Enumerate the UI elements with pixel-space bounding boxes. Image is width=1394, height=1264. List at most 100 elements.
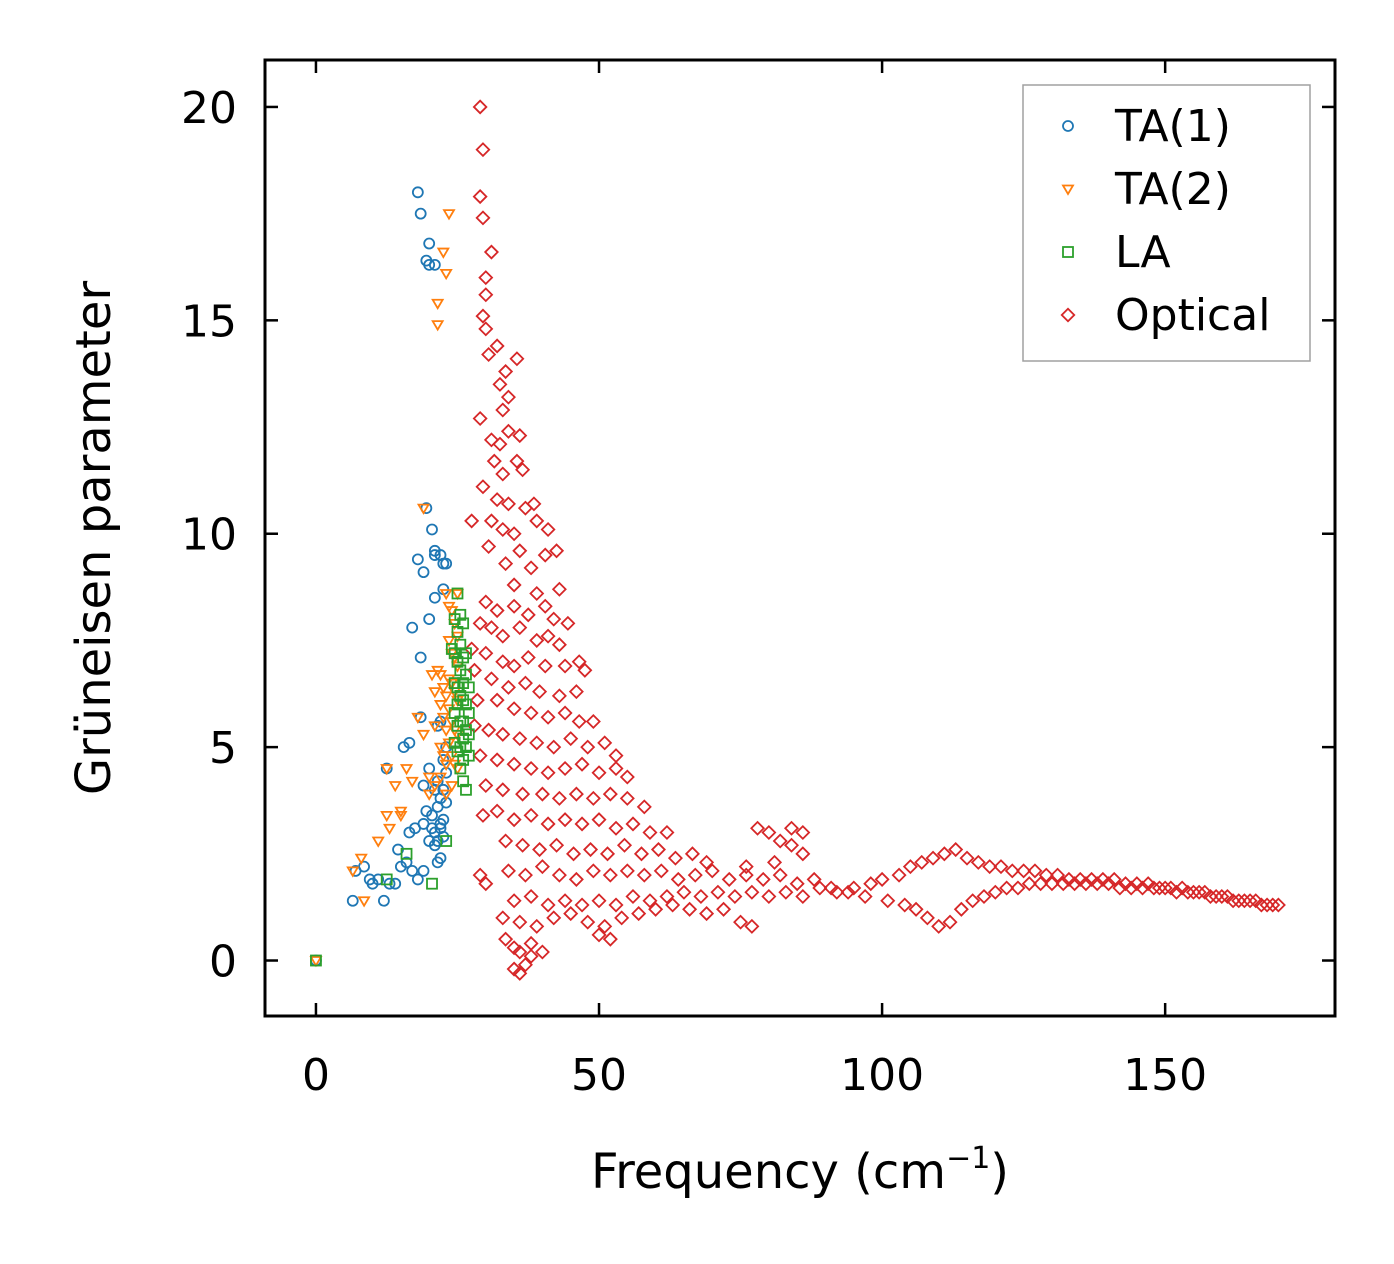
data-point (483, 671, 499, 687)
data-point (1078, 876, 1094, 892)
data-point (495, 726, 511, 742)
data-point (1038, 867, 1054, 883)
data-point (445, 606, 459, 618)
data-point (1010, 880, 1026, 896)
data-point (574, 816, 590, 832)
legend: TA(1) TA(2) LA Optical (1022, 84, 1311, 362)
data-point (431, 298, 445, 311)
data-point (1180, 884, 1196, 900)
data-point (357, 896, 371, 908)
data-point (462, 728, 475, 741)
data-point (1253, 897, 1269, 913)
data-point (648, 901, 664, 917)
data-point (633, 846, 650, 862)
data-point (540, 709, 556, 725)
data-point (472, 189, 488, 205)
data-point (987, 884, 1003, 900)
data-point (426, 523, 438, 536)
data-point (428, 258, 441, 271)
data-point (506, 701, 522, 717)
data-point (442, 209, 456, 221)
data-point (1123, 880, 1139, 896)
data-point (699, 906, 715, 922)
data-point (1134, 880, 1151, 896)
data-point (874, 871, 890, 887)
data-point (309, 956, 323, 968)
data-point (414, 207, 427, 220)
data-point (1185, 884, 1201, 900)
data-point (653, 863, 669, 879)
data-point (750, 820, 766, 836)
data-point (591, 765, 607, 781)
data-point (1259, 897, 1275, 913)
data-point (566, 846, 582, 862)
data-point (475, 308, 491, 324)
data-point (411, 712, 425, 725)
data-point (495, 466, 511, 482)
data-point (1219, 888, 1235, 905)
data-point (1044, 876, 1060, 892)
data-point (423, 613, 436, 625)
data-point (580, 914, 596, 930)
data-point (439, 725, 453, 737)
legend-marker (1061, 184, 1075, 196)
data-point (551, 790, 567, 806)
data-point (414, 651, 427, 664)
data-point (428, 781, 442, 793)
data-point (498, 931, 514, 947)
axis-ticks: 0 50 100 150 0 5 10 15 20 (181, 60, 1335, 1101)
data-point (481, 539, 497, 555)
data-point (1231, 893, 1247, 909)
data-point (489, 692, 505, 708)
data-point (537, 598, 553, 614)
data-point (512, 620, 528, 636)
data-point (953, 901, 969, 917)
data-point (483, 620, 499, 636)
data-point (577, 662, 593, 678)
data-point (483, 244, 499, 260)
data-point (431, 320, 445, 332)
data-point (591, 927, 607, 943)
data-point (422, 789, 436, 801)
data-point (506, 598, 522, 614)
data-point (1242, 893, 1258, 909)
legend-marker (1062, 246, 1074, 258)
plot-frame (263, 58, 1337, 1018)
data-point (1270, 897, 1286, 913)
data-point (761, 888, 777, 905)
data-point (492, 376, 508, 392)
data-point (403, 736, 416, 749)
data-point (976, 888, 992, 905)
data-point (568, 786, 584, 802)
data-point (437, 813, 450, 826)
data-point (642, 893, 658, 909)
data-point (772, 833, 788, 849)
data-point (529, 735, 545, 751)
data-point (583, 842, 599, 858)
data-point (475, 210, 491, 226)
series-la (310, 587, 475, 967)
data-point (489, 338, 505, 354)
data-point (434, 852, 447, 864)
data-point (642, 824, 658, 841)
data-point (532, 842, 548, 858)
data-point (942, 914, 958, 930)
data-point (602, 931, 618, 947)
data-point (546, 739, 562, 755)
data-point (310, 954, 322, 967)
series-optical (464, 99, 1286, 981)
data-point (1095, 871, 1111, 887)
data-point (571, 654, 587, 670)
y-tick-label: 20 (181, 83, 237, 134)
data-point (959, 850, 975, 866)
data-point (704, 863, 720, 879)
data-point (806, 871, 822, 887)
data-point (1084, 871, 1100, 887)
data-point (532, 684, 548, 700)
data-point (568, 684, 584, 700)
data-point (789, 876, 805, 892)
data-point (659, 824, 675, 841)
data-point (540, 765, 556, 781)
data-point (625, 816, 641, 832)
data-point (498, 556, 514, 572)
